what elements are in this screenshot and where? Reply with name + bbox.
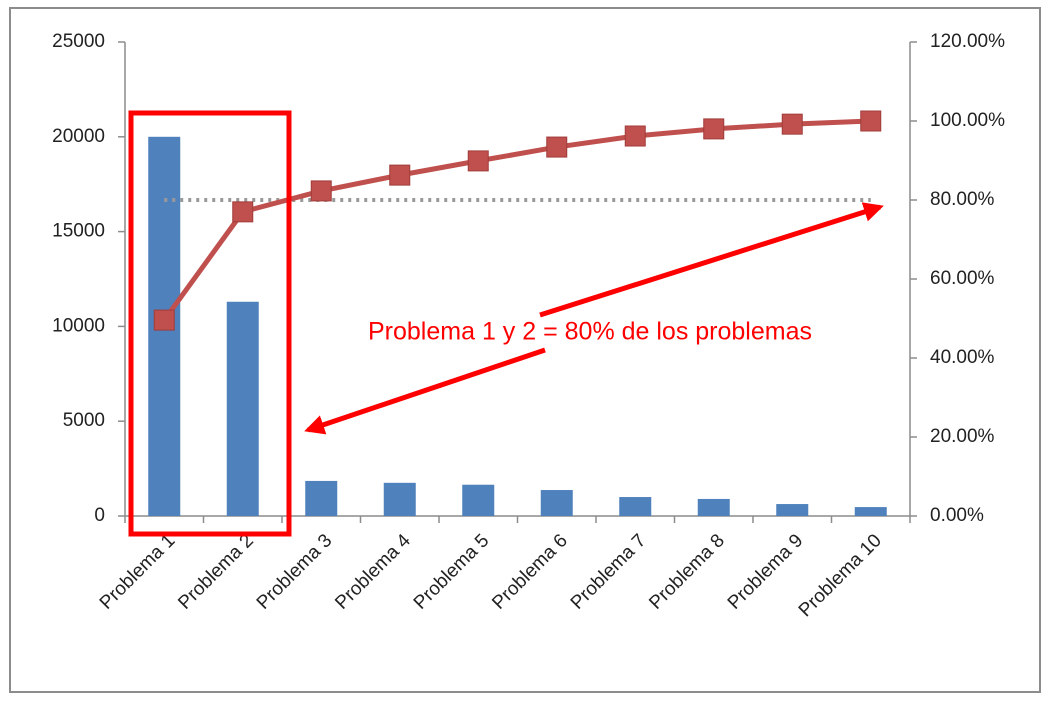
- line-marker: [232, 201, 254, 223]
- line-marker: [781, 113, 803, 135]
- y2-tick-label: 20.00%: [930, 426, 995, 447]
- arrow: [539, 202, 884, 318]
- bar: [540, 490, 573, 516]
- y-tick-label: 5000: [63, 410, 105, 431]
- bar: [226, 301, 259, 516]
- arrow: [304, 347, 546, 435]
- y2-tick-label: 120.00%: [930, 31, 1005, 52]
- y-tick-label: 0: [94, 505, 105, 526]
- highlight-box: [128, 110, 292, 537]
- y-tick-label: 15000: [52, 221, 105, 242]
- bar: [854, 507, 887, 516]
- line-marker: [703, 118, 725, 140]
- bar: [619, 497, 652, 516]
- y2-tick-label: 40.00%: [930, 347, 995, 368]
- bar: [462, 484, 495, 516]
- cumulative-line: [162, 118, 871, 322]
- annotation: Problema 1 y 2 = 80% de los problemas: [368, 318, 812, 346]
- bar: [305, 480, 338, 516]
- bar: [383, 482, 416, 516]
- line-marker: [624, 125, 646, 147]
- y2-tick-label: 60.00%: [930, 268, 995, 289]
- y2-tick-label: 0.00%: [930, 505, 984, 526]
- y2-tick-label: 100.00%: [930, 110, 1005, 131]
- y-tick-label: 25000: [52, 31, 105, 52]
- y-tick-label: 10000: [52, 315, 105, 336]
- line-marker: [546, 136, 568, 158]
- line-marker: [153, 309, 175, 331]
- y-tick-label: 20000: [52, 126, 105, 147]
- line-marker: [310, 180, 332, 202]
- line-marker: [389, 164, 411, 186]
- bar: [776, 504, 809, 516]
- y2-tick-label: 80.00%: [930, 189, 995, 210]
- line-marker: [860, 110, 882, 132]
- line-marker: [467, 150, 489, 172]
- bar: [697, 498, 730, 516]
